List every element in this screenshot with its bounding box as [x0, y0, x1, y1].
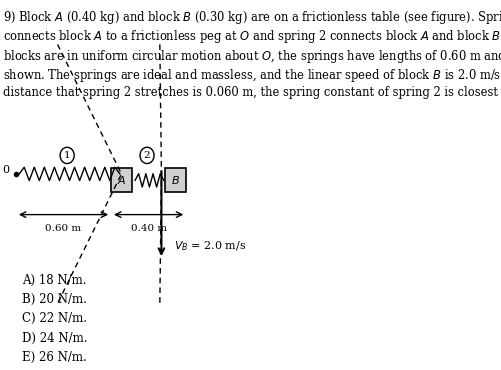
- Text: blocks are in uniform circular motion about $\mathit{O}$, the springs have lengt: blocks are in uniform circular motion ab…: [3, 48, 501, 65]
- Text: E) 26 N/m.: E) 26 N/m.: [23, 351, 87, 364]
- Text: $\mathit{A}$: $\mathit{A}$: [117, 174, 126, 186]
- Text: $V_B$ = 2.0 m/s: $V_B$ = 2.0 m/s: [174, 239, 246, 253]
- Circle shape: [140, 147, 154, 164]
- Text: distance that spring 2 stretches is 0.060 m, the spring constant of spring 2 is : distance that spring 2 stretches is 0.06…: [3, 86, 501, 99]
- Text: shown. The springs are ideal and massless, and the linear speed of block $\mathi: shown. The springs are ideal and massles…: [3, 67, 501, 84]
- Text: $\mathit{B}$: $\mathit{B}$: [171, 174, 180, 186]
- FancyBboxPatch shape: [165, 168, 186, 192]
- Text: 0.60 m: 0.60 m: [46, 224, 82, 233]
- Text: 2: 2: [143, 151, 150, 160]
- Text: 0.40 m: 0.40 m: [130, 224, 166, 233]
- Text: C) 22 N/m.: C) 22 N/m.: [23, 312, 87, 325]
- Text: 1: 1: [64, 151, 70, 160]
- Text: 9) Block $\mathit{A}$ (0.40 kg) and block $\mathit{B}$ (0.30 kg) are on a fricti: 9) Block $\mathit{A}$ (0.40 kg) and bloc…: [3, 9, 501, 26]
- Text: D) 24 N/m.: D) 24 N/m.: [23, 332, 88, 344]
- Text: 0: 0: [3, 165, 10, 175]
- Text: A) 18 N/m.: A) 18 N/m.: [23, 274, 87, 287]
- Text: connects block $\mathit{A}$ to a frictionless peg at $\mathit{O}$ and spring 2 c: connects block $\mathit{A}$ to a frictio…: [3, 28, 501, 46]
- Circle shape: [60, 147, 74, 164]
- FancyBboxPatch shape: [111, 168, 132, 192]
- Text: B) 20 N/m.: B) 20 N/m.: [23, 293, 87, 306]
